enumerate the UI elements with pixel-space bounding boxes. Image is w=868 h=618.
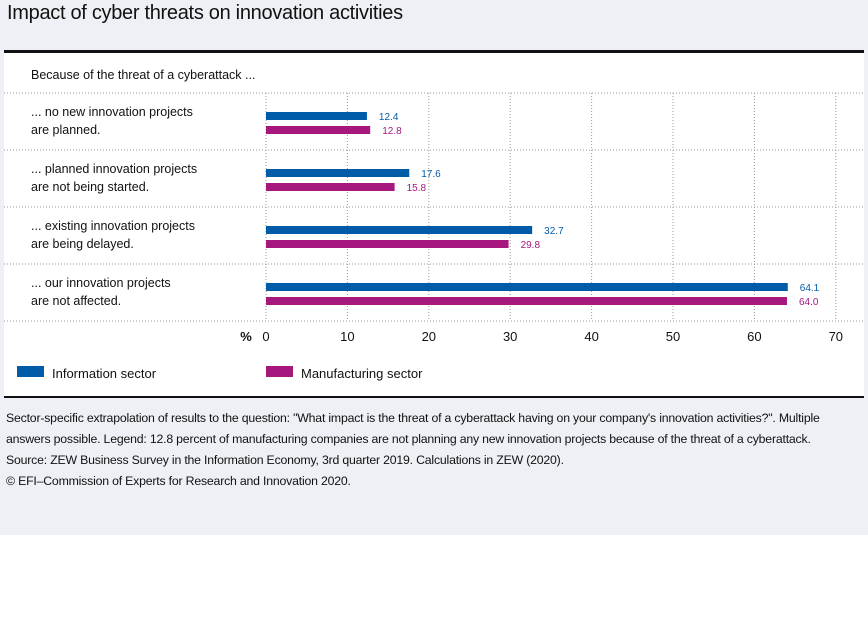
footnote-source: Source: ZEW Business Survey in the Infor… bbox=[6, 453, 564, 467]
x-tick-label: 10 bbox=[340, 329, 354, 344]
category-label-line1: ... existing innovation projects bbox=[31, 219, 195, 233]
data-label: 64.1 bbox=[800, 283, 820, 294]
data-label: 12.8 bbox=[382, 126, 402, 137]
bar-chart: Because of the threat of a cyberattack .… bbox=[4, 50, 864, 398]
x-tick-label: 40 bbox=[584, 329, 598, 344]
legend-label: Information sector bbox=[52, 366, 157, 381]
data-label: 15.8 bbox=[407, 183, 427, 194]
bar-information bbox=[266, 226, 533, 234]
bar-manufacturing bbox=[266, 183, 395, 191]
data-label: 17.6 bbox=[421, 169, 441, 180]
category-label-line2: are not being started. bbox=[31, 180, 149, 194]
legend-label: Manufacturing sector bbox=[301, 366, 423, 381]
top-rule bbox=[4, 50, 864, 53]
x-axis-unit: % bbox=[240, 329, 252, 344]
bar-manufacturing bbox=[266, 126, 371, 134]
category-label-line2: are being delayed. bbox=[31, 237, 134, 251]
x-tick-label: 60 bbox=[747, 329, 761, 344]
x-tick-label: 0 bbox=[262, 329, 269, 344]
category-label-line2: are planned. bbox=[31, 123, 101, 137]
bar-manufacturing bbox=[266, 297, 787, 305]
category-label-line1: ... no new innovation projects bbox=[31, 105, 193, 119]
x-tick-label: 20 bbox=[422, 329, 436, 344]
data-label: 12.4 bbox=[379, 112, 399, 123]
footnote-copyright: © EFI–Commission of Experts for Research… bbox=[6, 474, 351, 488]
x-tick-label: 50 bbox=[666, 329, 680, 344]
data-label: 64.0 bbox=[799, 297, 819, 308]
bar-information bbox=[266, 112, 367, 120]
category-label-line1: ... planned innovation projects bbox=[31, 162, 197, 176]
footnote: Sector-specific extrapolation of results… bbox=[6, 408, 862, 492]
category-label-line1: ... our innovation projects bbox=[31, 276, 171, 290]
bar-information bbox=[266, 169, 410, 177]
data-label: 32.7 bbox=[544, 226, 564, 237]
bar-manufacturing bbox=[266, 240, 509, 248]
data-label: 29.8 bbox=[521, 240, 541, 251]
x-tick-label: 70 bbox=[829, 329, 843, 344]
x-tick-label: 30 bbox=[503, 329, 517, 344]
legend-swatch-manufacturing bbox=[266, 366, 293, 377]
bar-information bbox=[266, 283, 788, 291]
plot-panel bbox=[4, 52, 864, 398]
category-label-line2: are not affected. bbox=[31, 294, 121, 308]
legend-swatch-information bbox=[17, 366, 44, 377]
footnote-note: Sector-specific extrapolation of results… bbox=[6, 411, 820, 446]
bottom-rule bbox=[4, 396, 864, 398]
chart-subtitle: Because of the threat of a cyberattack .… bbox=[31, 68, 255, 82]
chart-title: Impact of cyber threats on innovation ac… bbox=[7, 2, 403, 24]
